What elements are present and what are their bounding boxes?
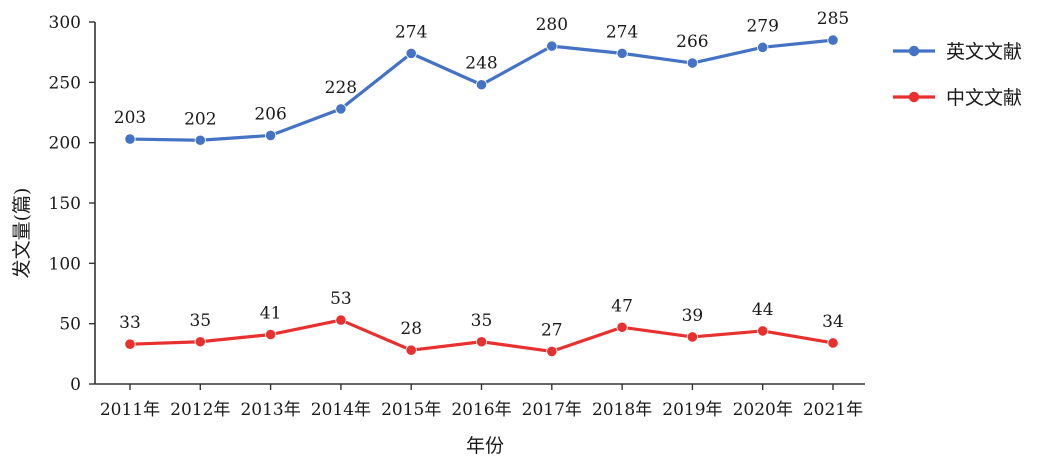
x-axis-title: 年份 (466, 435, 504, 457)
data-label-0: 203 (114, 108, 146, 128)
data-label-0: 274 (606, 22, 638, 42)
data-label-1: 39 (682, 306, 704, 326)
data-label-1: 35 (189, 311, 211, 331)
data-point-1 (827, 337, 839, 349)
data-label-0: 266 (676, 32, 708, 52)
data-label-0: 285 (817, 9, 849, 29)
data-label-1: 47 (611, 296, 633, 316)
data-point-1 (264, 328, 277, 341)
data-point-1 (475, 336, 488, 348)
y-tick-label: 300 (49, 13, 81, 33)
data-point-0 (616, 47, 628, 59)
data-label-0: 274 (395, 22, 427, 42)
data-label-0: 248 (465, 54, 497, 74)
y-tick-label: 150 (49, 194, 81, 214)
data-point-0 (335, 103, 347, 115)
x-tick-label: 2011年 (100, 400, 160, 420)
data-point-1 (405, 344, 417, 356)
x-tick-label: 2014年 (311, 400, 371, 420)
x-tick-label: 2019年 (662, 400, 722, 420)
data-point-0 (546, 40, 558, 52)
y-tick-label: 0 (70, 375, 81, 395)
x-tick-label: 2013年 (240, 400, 300, 420)
legend-swatch-marker-0 (908, 45, 920, 57)
data-point-1 (335, 314, 347, 326)
data-point-1 (194, 336, 206, 348)
data-point-0 (757, 41, 769, 53)
data-point-1 (757, 325, 769, 337)
x-tick-label: 2012年 (170, 400, 230, 420)
data-label-1: 44 (752, 300, 774, 320)
x-tick-label: 2015年 (381, 400, 441, 420)
data-label-1: 33 (119, 313, 141, 333)
data-label-1: 27 (541, 320, 563, 340)
series-layer (124, 34, 839, 358)
x-tick-label: 2016年 (451, 400, 511, 420)
data-labels: 203 202 206 228 274 248 280 274 266 279 285 33 35 41 5… (114, 9, 849, 340)
legend-label-0: 英文文献 (946, 41, 1022, 63)
data-point-0 (194, 134, 206, 146)
data-point-1 (124, 338, 136, 350)
data-point-1 (616, 321, 628, 333)
data-point-1 (686, 331, 699, 343)
data-label-1: 35 (471, 311, 493, 331)
y-tick-label: 100 (49, 254, 81, 274)
data-point-0 (827, 34, 839, 46)
data-label-0: 202 (184, 109, 216, 129)
y-tick-label: 250 (49, 73, 81, 93)
legend-label-1: 中文文献 (946, 87, 1022, 109)
y-axis-title: 发文量(篇) (11, 188, 33, 279)
data-label-0: 279 (746, 16, 778, 36)
y-tick-label: 50 (59, 315, 81, 335)
data-label-0: 280 (536, 15, 568, 35)
data-label-1: 53 (330, 289, 352, 309)
data-label-1: 28 (400, 319, 422, 339)
legend-swatch-marker-1 (908, 91, 920, 103)
x-tick-label: 2021年 (803, 400, 863, 420)
data-point-0 (475, 79, 488, 91)
x-tick-label: 2018年 (592, 400, 652, 420)
x-tick-label: 2020年 (733, 400, 793, 420)
data-point-0 (686, 57, 699, 69)
x-tick-label: 2017年 (522, 400, 582, 420)
axes: 0 50 100 150 200 250 300 2011年 2012年 2013年 2014年 20… (49, 13, 865, 420)
data-point-0 (405, 47, 417, 59)
data-label-1: 41 (260, 304, 282, 324)
data-label-1: 34 (822, 312, 844, 332)
data-label-0: 228 (325, 78, 357, 98)
data-label-0: 206 (254, 104, 286, 124)
data-point-0 (124, 133, 136, 145)
y-tick-label: 200 (49, 134, 81, 154)
data-point-1 (546, 345, 558, 358)
data-point-0 (264, 129, 277, 142)
